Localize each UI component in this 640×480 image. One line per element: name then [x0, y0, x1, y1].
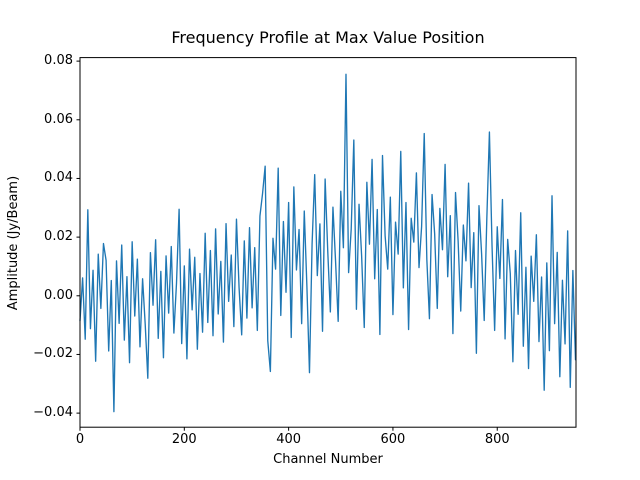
y-tick-label: 0.06 — [44, 111, 73, 127]
y-tick-label: 0.08 — [44, 53, 73, 69]
x-tick-label: 400 — [276, 432, 302, 447]
chart-title: Frequency Profile at Max Value Position — [171, 28, 485, 47]
y-tick-label: 0.04 — [44, 170, 73, 186]
x-tick-label: 600 — [380, 432, 406, 447]
y-tick-label: 0.02 — [44, 229, 73, 245]
x-tick-label: 0 — [75, 432, 85, 447]
y-tick-label: −0.02 — [33, 346, 73, 362]
y-tick-label: 0.00 — [44, 287, 73, 303]
profile-line — [79, 73, 577, 413]
x-tick-label: 200 — [171, 432, 197, 447]
x-axis-label: Channel Number — [273, 452, 383, 467]
axes-frame — [79, 57, 577, 428]
y-tick-label: −0.04 — [33, 405, 73, 421]
x-tick-label: 800 — [484, 432, 510, 447]
